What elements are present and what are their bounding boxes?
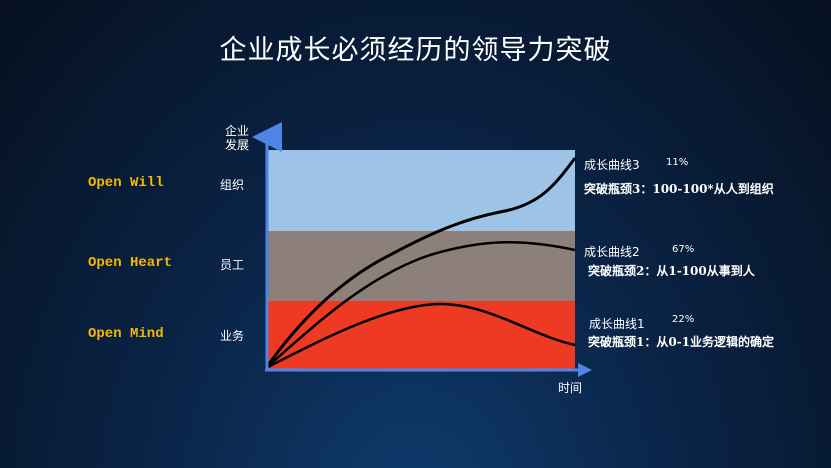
open-heart-label: Open Heart bbox=[88, 255, 173, 271]
growth-curve-3 bbox=[264, 157, 577, 369]
band-employee bbox=[267, 231, 575, 301]
curve-1-breakthrough: 突破瓶颈1：从0-1业务逻辑的确定 bbox=[588, 335, 775, 349]
curve-2-name: 成长曲线2 bbox=[584, 245, 640, 259]
curve-2-percent: 67% bbox=[672, 244, 695, 255]
curve-3-percent: 11% bbox=[666, 157, 689, 168]
curve-1-name: 成长曲线1 bbox=[589, 317, 645, 331]
y-axis-label-line2: 发展 bbox=[225, 138, 250, 152]
x-axis-arrow bbox=[578, 363, 592, 377]
level-label-employee: 员工 bbox=[220, 258, 245, 272]
open-will-label: Open Will bbox=[88, 175, 164, 191]
open-mind-label: Open Mind bbox=[88, 326, 164, 342]
growth-curve-1 bbox=[265, 302, 576, 370]
page-title: 企业成长必须经历的领导力突破 bbox=[219, 35, 612, 66]
curve-1-percent: 22% bbox=[672, 314, 695, 325]
curve-2-breakthrough: 突破瓶颈2：从1-100从事到人 bbox=[588, 264, 755, 278]
band-business bbox=[267, 301, 575, 370]
level-label-business: 业务 bbox=[220, 329, 245, 343]
growth-curve-2 bbox=[265, 240, 576, 369]
y-axis-label: 企业 发展 bbox=[225, 124, 249, 152]
x-axis-label: 时间 bbox=[558, 381, 583, 395]
curve-3-breakthrough: 突破瓶颈3：100-100*从人到组织 bbox=[584, 182, 774, 196]
curve-3-name: 成长曲线3 bbox=[584, 158, 640, 172]
band-organization bbox=[267, 150, 575, 231]
y-axis-label-line1: 企业 bbox=[225, 124, 250, 138]
level-label-organization: 组织 bbox=[220, 178, 245, 192]
